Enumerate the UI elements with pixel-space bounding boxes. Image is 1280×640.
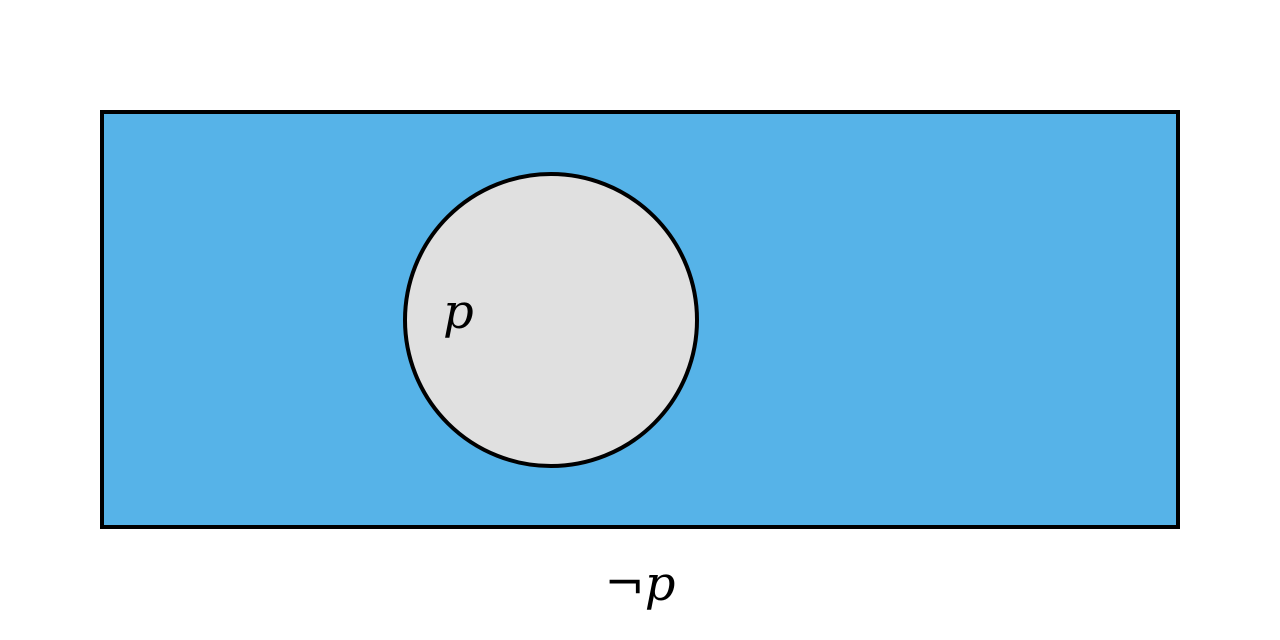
set-p-label: p: [443, 284, 474, 340]
negation-variable: p: [645, 556, 676, 612]
set-p-circle: [403, 172, 699, 468]
negation-symbol: ¬: [605, 556, 645, 612]
negation-caption: ¬p: [605, 556, 676, 612]
